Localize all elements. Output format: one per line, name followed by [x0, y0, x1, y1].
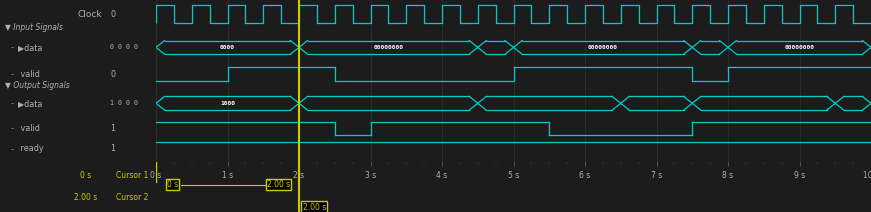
Text: Cursor 1: Cursor 1 — [116, 172, 148, 180]
Text: ▶data: ▶data — [13, 99, 43, 108]
Text: 1: 1 — [111, 144, 115, 153]
Text: valid: valid — [13, 70, 40, 79]
Text: ▼ Output Signals: ▼ Output Signals — [5, 81, 71, 90]
Text: 1 s: 1 s — [222, 171, 233, 180]
Text: 7 s: 7 s — [651, 171, 662, 180]
Text: valid: valid — [13, 124, 40, 133]
Text: ready: ready — [13, 144, 44, 153]
Text: 5 s: 5 s — [508, 171, 519, 180]
Text: 0 s: 0 s — [166, 180, 178, 189]
Text: 2.00 s: 2.00 s — [267, 180, 290, 189]
Text: 0 0 0 0: 0 0 0 0 — [111, 44, 138, 50]
Text: 6 s: 6 s — [579, 171, 591, 180]
Text: 9 s: 9 s — [793, 171, 805, 180]
Text: 3 s: 3 s — [365, 171, 376, 180]
Text: 0: 0 — [111, 70, 115, 79]
Text: 1000: 1000 — [220, 101, 235, 106]
Text: 4 s: 4 s — [436, 171, 448, 180]
Text: 1: 1 — [111, 124, 115, 133]
Text: 2.00 s: 2.00 s — [74, 194, 98, 202]
Text: 8 s: 8 s — [722, 171, 733, 180]
Text: 10 s: 10 s — [863, 171, 871, 180]
Text: 00000000: 00000000 — [785, 45, 814, 50]
Text: Cursor 2: Cursor 2 — [116, 194, 148, 202]
Text: 0 s: 0 s — [151, 171, 162, 180]
Text: 00000000: 00000000 — [374, 45, 403, 50]
Text: 2 s: 2 s — [294, 171, 305, 180]
Text: ▼ Input Signals: ▼ Input Signals — [5, 23, 64, 32]
Text: 1 0 0 0: 1 0 0 0 — [111, 100, 138, 106]
Text: 0000: 0000 — [220, 45, 235, 50]
Text: 00000000: 00000000 — [588, 45, 618, 50]
Text: 2.00 s: 2.00 s — [302, 202, 326, 212]
Text: 0 s: 0 s — [80, 172, 91, 180]
Text: Clock: Clock — [78, 10, 103, 19]
Text: 0: 0 — [111, 10, 115, 19]
Text: ▶data: ▶data — [13, 43, 43, 52]
